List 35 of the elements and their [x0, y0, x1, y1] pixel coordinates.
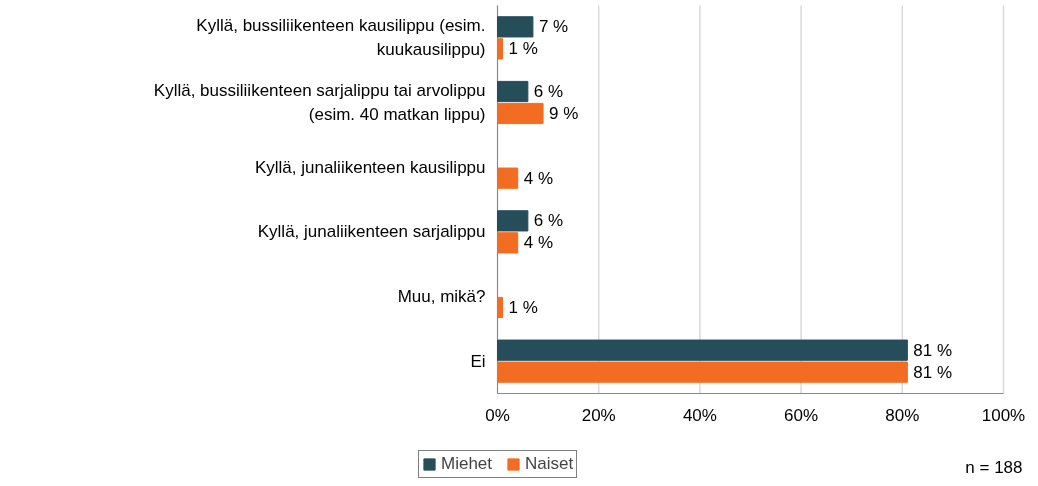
x-tick-label: 20%	[581, 405, 616, 425]
bar	[497, 38, 504, 60]
data-label: 9 %	[549, 103, 579, 123]
bar	[497, 296, 504, 319]
bar	[497, 16, 534, 38]
x-tick-label: 80%	[885, 405, 920, 425]
x-tick-label: 0%	[485, 405, 510, 425]
bar	[497, 210, 529, 232]
data-label: 6 %	[533, 82, 564, 102]
legend-label: Miehet	[441, 454, 493, 474]
x-tick-label: 40%	[682, 405, 717, 425]
bar	[497, 167, 519, 189]
y-tick-label: Kyllä, bussiliikenteen kausilippu (esim. kuukausilippu)	[196, 16, 486, 60]
bar	[497, 80, 529, 103]
y-tick-label: Kyllä, junaliikenteen sarjalippu	[257, 222, 486, 242]
bar	[497, 232, 519, 254]
y-tick-label: Muu, mikä?	[397, 287, 486, 306]
bar	[497, 361, 908, 383]
data-label: 1 %	[508, 297, 538, 317]
x-tick-label: 60%	[784, 405, 819, 425]
y-tick-label: Ei	[470, 351, 486, 371]
bar	[497, 102, 544, 125]
text: n = 188	[965, 457, 1023, 477]
data-label: 4 %	[523, 233, 554, 253]
data-label: 1 %	[508, 39, 538, 59]
x-tick-label: 100%	[981, 405, 1026, 425]
data-label: 81 %	[913, 340, 953, 360]
legend-label: Naiset	[525, 454, 574, 474]
y-tick-label: Kyllä, junaliikenteen kausilippu	[254, 157, 486, 177]
data-label: 81 %	[913, 362, 953, 382]
bar	[497, 339, 908, 361]
data-label: 4 %	[523, 168, 554, 188]
data-label: 7 %	[538, 17, 569, 37]
y-tick-label: Kyllä, bussiliikenteen sarjalippu tai arvolippu (esim. 40 matkan lippu)	[153, 81, 486, 124]
data-label: 6 %	[533, 211, 564, 231]
